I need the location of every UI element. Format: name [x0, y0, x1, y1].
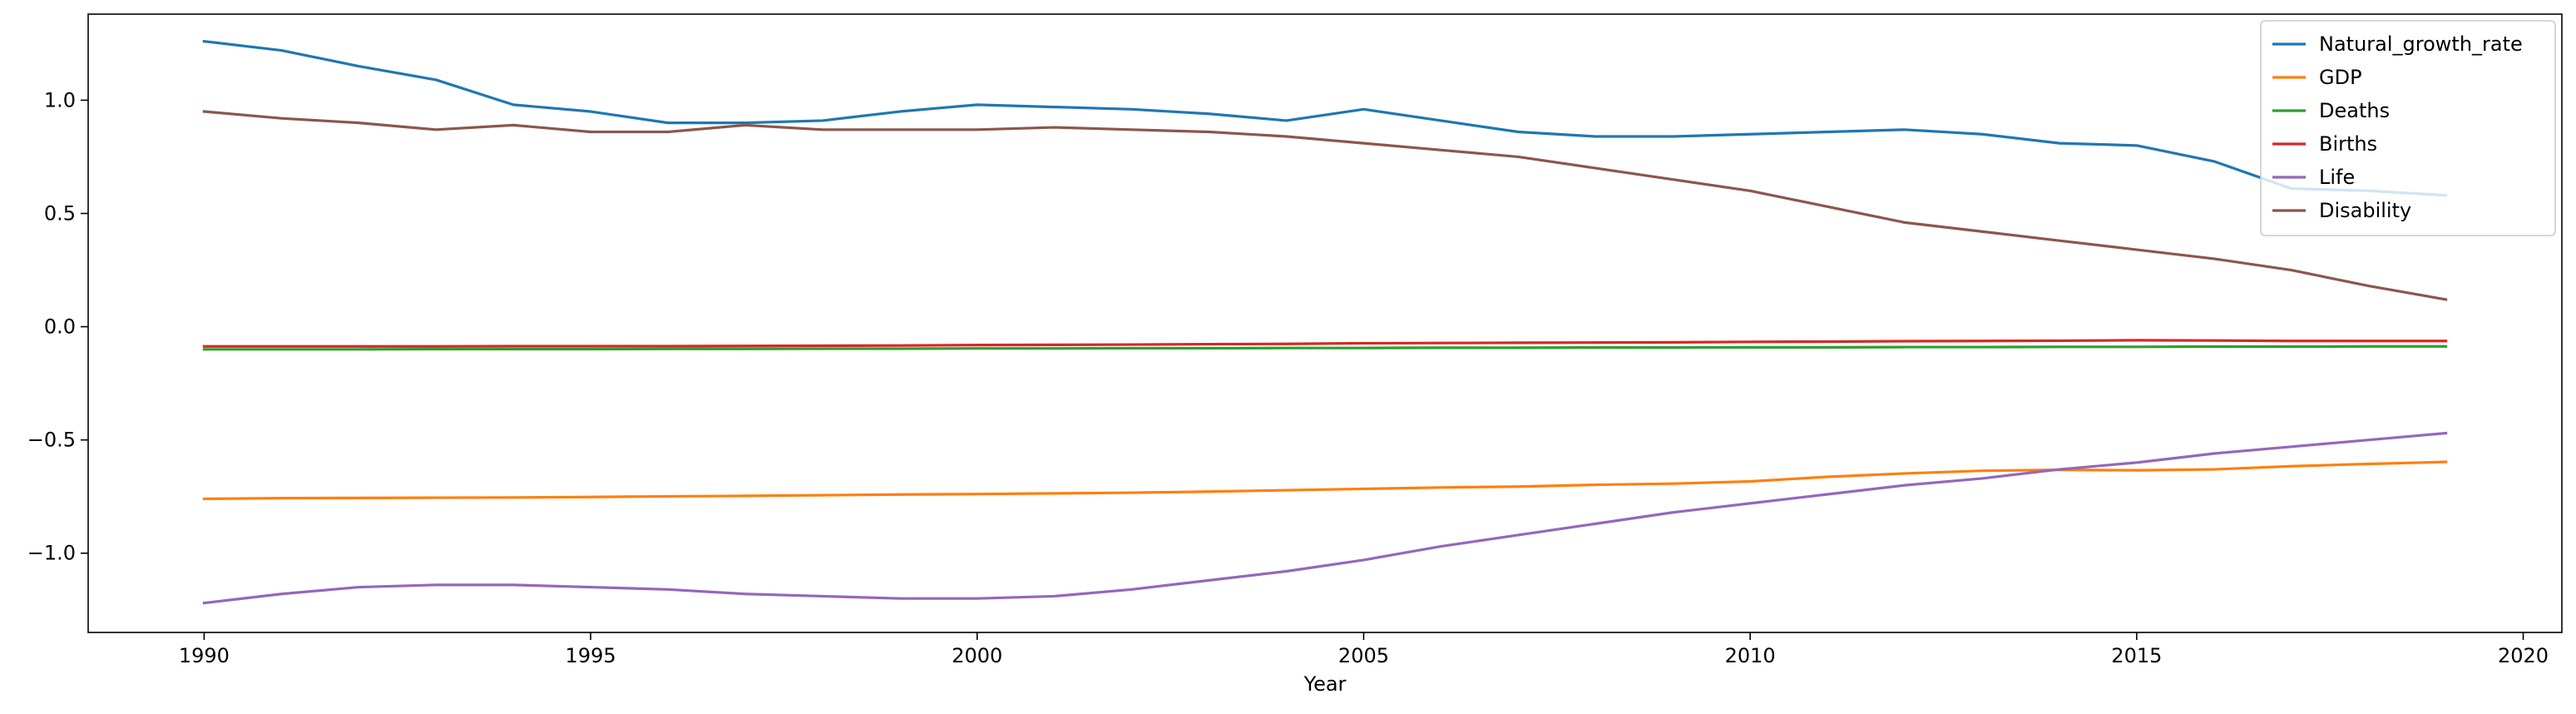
legend-entry-label: Deaths: [2319, 99, 2390, 122]
y-tick-label: 0.5: [44, 202, 76, 226]
series-line-natural-growth-rate: [202, 39, 2448, 197]
legend-entry-label: Disability: [2319, 199, 2411, 222]
legend: Natural_growth_rate GDP Deaths Births Life Di…: [2260, 20, 2556, 236]
series-line-life: [202, 431, 2448, 605]
series-line-births: [202, 339, 2448, 348]
y-tick-label: −1.0: [27, 542, 76, 565]
y-tick-label: 0.0: [44, 315, 76, 339]
plot-area: [88, 14, 2562, 632]
x-tick-label: 1995: [566, 644, 616, 667]
series-line-gdp: [202, 460, 2448, 501]
x-tick-label: 2000: [952, 644, 1002, 667]
y-tick-label: −0.5: [27, 429, 76, 452]
legend-entry-label: Life: [2319, 166, 2355, 189]
x-tick-label: 1990: [179, 644, 230, 667]
x-tick-label: 2015: [2111, 644, 2162, 667]
legend-entry-label: Births: [2319, 132, 2377, 156]
axes-frame: [87, 13, 2563, 633]
series-line-disability: [202, 110, 2448, 301]
x-tick-label: 2005: [1338, 644, 1389, 667]
legend-frame: [2260, 20, 2556, 236]
legend-entry-label: GDP: [2319, 66, 2362, 89]
x-tick-label: 2010: [1725, 644, 1776, 667]
y-tick-label: 1.0: [44, 88, 76, 112]
x-tick-label: 2020: [2498, 644, 2549, 667]
series-line-deaths: [202, 345, 2448, 351]
legend-entry-label: Natural_growth_rate: [2319, 32, 2523, 56]
x-axis-label: Year: [1303, 672, 1347, 696]
